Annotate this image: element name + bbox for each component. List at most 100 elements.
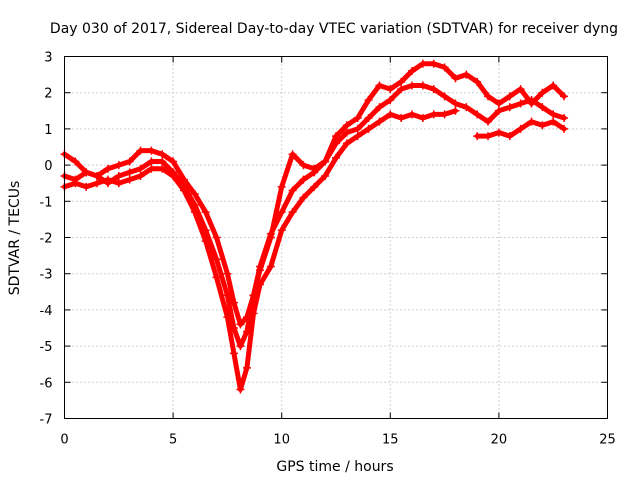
data-point (397, 77, 406, 86)
x-tick-label: 10 (273, 433, 290, 448)
data-point (418, 114, 427, 123)
data-point (332, 132, 340, 141)
data-point (484, 117, 493, 126)
data-point (342, 139, 351, 148)
data-point (71, 179, 80, 188)
axis-ticks (64, 56, 608, 419)
data-point (223, 269, 232, 278)
series-2 (60, 81, 569, 351)
data-point (201, 237, 210, 246)
series-1 (60, 59, 569, 329)
data-point (386, 95, 395, 104)
data-point (321, 171, 330, 180)
data-point (321, 157, 330, 166)
data-point (418, 59, 427, 68)
data-point (494, 106, 503, 115)
data-point (266, 262, 275, 271)
data-point (505, 92, 514, 101)
plot-frame (64, 56, 608, 419)
data-point (397, 114, 406, 123)
data-point (516, 124, 525, 133)
data-point (549, 110, 558, 119)
data-point (242, 363, 251, 372)
data-point (440, 92, 449, 101)
data-point (342, 128, 351, 137)
y-tick-label: 1 (44, 123, 52, 138)
data-point (440, 63, 449, 72)
data-point (451, 99, 460, 108)
data-point (249, 309, 258, 318)
data-point (386, 85, 395, 94)
data-point (429, 85, 438, 94)
y-tick-label: -2 (40, 232, 53, 247)
x-tick-label: 15 (382, 433, 399, 448)
data-point (451, 106, 460, 115)
grid (64, 56, 608, 419)
data-point (462, 70, 471, 79)
data-point (310, 168, 319, 177)
data-point (549, 117, 558, 126)
data-point (505, 103, 514, 112)
data-point (223, 291, 232, 300)
data-point (473, 110, 482, 119)
series-3 (60, 106, 569, 394)
y-tick-label: 3 (44, 51, 52, 66)
data-point (494, 99, 503, 108)
data-point (114, 179, 123, 188)
data-point (527, 117, 536, 126)
data-point (147, 146, 156, 155)
data-point (353, 132, 362, 141)
data-point (158, 157, 167, 166)
y-tick-label: -6 (40, 376, 53, 391)
data-point (408, 66, 417, 75)
data-point (190, 208, 199, 217)
data-point (229, 349, 238, 358)
data-point (114, 171, 123, 180)
data-point (190, 190, 199, 199)
data-point (505, 132, 514, 141)
data-point (288, 208, 297, 217)
data-point (236, 385, 245, 394)
data-point (353, 124, 362, 133)
data-point (462, 103, 471, 112)
data-point (538, 121, 547, 130)
y-tick-label: 0 (44, 159, 52, 174)
y-tick-label: -7 (40, 413, 53, 428)
data-point (516, 99, 525, 108)
series-trace (62, 83, 567, 349)
x-tick-labels: 0 5 10 15 20 25 (60, 433, 615, 448)
data-series (60, 59, 569, 394)
data-point (71, 157, 80, 166)
data-point (158, 150, 167, 159)
data-point (494, 128, 503, 137)
data-point (538, 103, 547, 112)
data-point (527, 95, 536, 104)
y-tick-label: -3 (40, 268, 53, 283)
data-point (418, 81, 427, 90)
data-point (255, 280, 264, 289)
data-point (266, 229, 275, 238)
data-point (125, 157, 134, 166)
data-point (408, 110, 417, 119)
data-point (560, 92, 569, 101)
data-point (201, 208, 210, 217)
data-point (82, 182, 91, 191)
data-point (429, 110, 438, 119)
data-point (93, 171, 102, 180)
data-point (277, 182, 286, 191)
data-point (236, 342, 245, 351)
data-point (484, 132, 493, 141)
data-point (236, 320, 245, 329)
data-point (397, 85, 406, 94)
data-point (310, 182, 319, 191)
data-point (82, 168, 91, 177)
data-point (364, 95, 373, 104)
y-axis-label: SDTVAR / TECUs (7, 181, 23, 296)
data-point (255, 262, 264, 271)
data-point (136, 164, 145, 173)
data-point (212, 255, 221, 264)
chart-title: Day 030 of 2017, Sidereal Day-to-day VTE… (50, 21, 618, 37)
data-point (560, 124, 569, 133)
data-point (451, 74, 460, 83)
